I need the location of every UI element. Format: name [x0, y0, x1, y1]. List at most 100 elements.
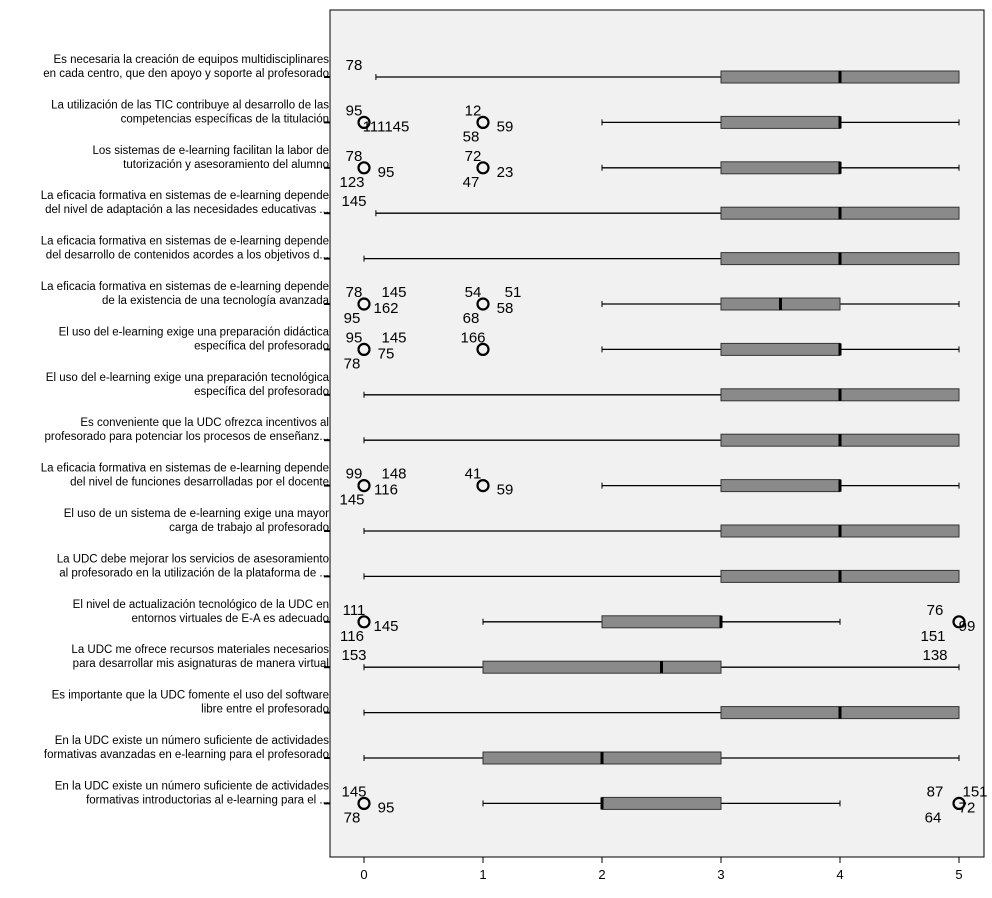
outlier-id-label: 162: [373, 300, 398, 317]
outlier-id-label: 145: [373, 618, 398, 635]
chart-rows: 7895111145125958789512372234714578162951…: [339, 57, 987, 826]
category-label: En la UDC existe un número suficiente de…: [55, 780, 329, 792]
outlier-id-label: 75: [378, 345, 395, 362]
category-label: para desarrollar mis asignaturas de mane…: [73, 658, 329, 670]
outlier-id-label: 64: [925, 809, 942, 826]
box: [720, 161, 841, 175]
box: [720, 115, 841, 129]
outlier-id-label: 54: [465, 284, 482, 301]
outlier-point: [357, 161, 371, 175]
category-label: formativas introductorias al e-learning …: [86, 794, 329, 806]
outlier-id-label: 99: [959, 618, 976, 635]
category-label: La eficacia formativa en sistemas de e-l…: [41, 463, 329, 475]
category-label: La eficacia formativa en sistemas de e-l…: [41, 281, 329, 293]
box: [601, 796, 722, 810]
x-tick-label: 4: [836, 867, 843, 882]
outlier-point: [952, 615, 966, 629]
outlier-id-label: 47: [463, 174, 480, 191]
category-label: En la UDC existe un número suficiente de…: [55, 735, 329, 747]
outlier-id-label: 78: [346, 148, 363, 165]
outlier-point: [357, 796, 371, 811]
outlier-id-label: 145: [341, 193, 366, 210]
outlier-point: [357, 342, 371, 356]
category-label: competencias específicas de la titulació…: [121, 113, 329, 125]
outlier-id-label: 78: [346, 57, 363, 74]
x-tick-label: 5: [955, 867, 962, 882]
outlier-id-label: 78: [344, 809, 361, 826]
outlier-point: [357, 479, 371, 493]
x-tick-label: 3: [717, 867, 724, 882]
outlier-id-label: 78: [346, 284, 363, 301]
category-label: al profesorado en la utilización de la p…: [59, 567, 329, 579]
outlier-id-label: 41: [465, 466, 482, 483]
outlier-id-label: 72: [465, 148, 482, 165]
category-label: La UDC debe mejorar los servicios de ase…: [57, 553, 329, 565]
outlier-id-label: 95: [378, 799, 395, 816]
outlier-id-label: 59: [497, 118, 514, 135]
outlier-id-label: 145: [381, 329, 406, 346]
category-label: de la existencia de una tecnología avanz…: [102, 295, 330, 307]
outlier-id-label: 123: [339, 174, 364, 191]
outlier-id-label: 166: [460, 329, 485, 346]
outlier-id-label: 78: [344, 355, 361, 372]
outlier-point: [952, 796, 966, 811]
outlier-id-label: 138: [922, 647, 947, 664]
category-label: Es importante que la UDC fomente el uso …: [52, 690, 329, 702]
outlier-id-label: 95: [344, 310, 361, 327]
outlier-id-label: 116: [374, 482, 398, 499]
outlier-point: [357, 615, 371, 629]
category-label: entornos virtuales de E-A es adecuado: [131, 613, 329, 625]
category-label: del nivel de adaptación a las necesidade…: [45, 204, 329, 216]
outlier-id-label: 111: [343, 602, 366, 619]
plot-area: [329, 9, 985, 858]
x-tick-label: 1: [479, 867, 486, 882]
box: [720, 479, 841, 493]
category-labels: Es necesaria la creación de equipos mult…: [41, 54, 330, 806]
category-label: El uso del e-learning exige una preparac…: [59, 326, 330, 338]
category-label: La eficacia formativa en sistemas de e-l…: [41, 190, 329, 202]
category-label: La UDC me ofrece recursos materiales nec…: [71, 644, 329, 656]
outlier-point: [476, 342, 490, 356]
category-label: en cada centro, que den apoyo y soporte …: [43, 68, 329, 80]
outlier-id-label: 12: [465, 102, 482, 119]
outlier-point: [476, 161, 490, 175]
category-label: Los sistemas de e-learning facilitan la …: [92, 145, 329, 157]
x-tick-label: 0: [360, 867, 367, 882]
outlier-id-label: 58: [497, 300, 514, 317]
category-label: específica del profesorado: [194, 340, 329, 352]
category-label: formativas avanzadas en e-learning para …: [44, 749, 329, 761]
outlier-id-label: 23: [497, 164, 514, 181]
outlier-id-label: 95: [346, 329, 363, 346]
category-label: del desarrollo de contenidos acordes a l…: [46, 250, 329, 262]
category-label: El uso de un sistema de e-learning exige…: [64, 508, 329, 520]
category-label: Es conveniente que la UDC ofrezca incent…: [80, 417, 329, 429]
box: [720, 342, 841, 356]
outlier-id-label: 58: [463, 128, 480, 145]
outlier-id-label: 59: [497, 482, 514, 499]
outlier-id-label: 68: [463, 310, 480, 327]
outlier-id-label: 111145: [363, 118, 410, 135]
outlier-id-label: 95: [378, 164, 395, 181]
category-label: específica del profesorado: [194, 386, 329, 398]
outlier-id-label: 145: [341, 783, 366, 800]
outlier-id-label: 151: [920, 628, 945, 645]
category-label: carga de trabajo al profesorado: [169, 522, 329, 534]
box: [601, 615, 722, 629]
outlier-point: [357, 297, 371, 311]
outlier-id-label: 145: [339, 492, 364, 509]
outlier-id-label: 151: [962, 783, 987, 800]
outlier-id-label: 148: [381, 466, 406, 483]
outlier-id-label: 153: [341, 647, 366, 664]
outlier-point: [476, 115, 490, 130]
outlier-id-label: 87: [927, 783, 944, 800]
category-label: El uso del e-learning exige una preparac…: [46, 372, 330, 384]
category-label: tutorización y asesoramiento del alumno: [123, 159, 329, 171]
box: [482, 660, 722, 674]
outlier-id-label: 99: [346, 466, 363, 483]
outlier-id-label: 51: [505, 284, 522, 301]
category-label: profesorado para potenciar los procesos …: [45, 431, 330, 443]
outlier-id-label: 95: [346, 102, 363, 119]
outlier-id-label: 116: [340, 628, 364, 645]
x-tick-label: 2: [598, 867, 605, 882]
